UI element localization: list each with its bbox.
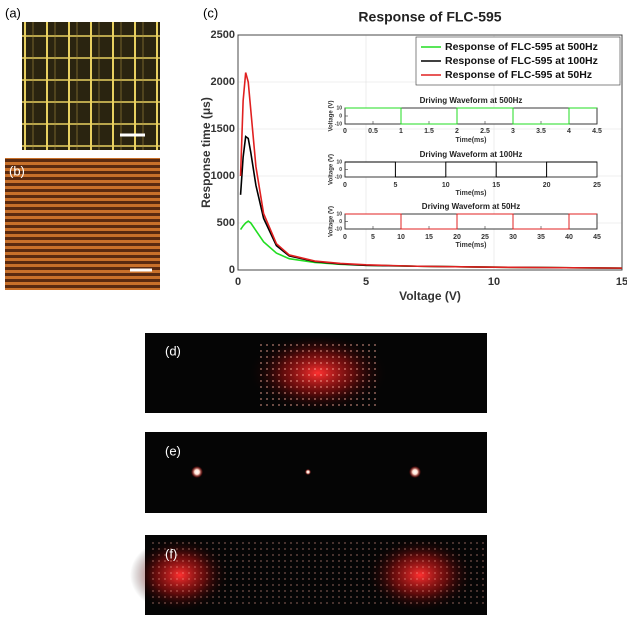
panel-label: (b) [9,163,25,178]
x-axis-label: Time(ms) [456,137,487,144]
legend-entry: Response of FLC-595 at 500Hz [445,41,598,53]
x-tick-label: 25 [481,234,489,241]
spot [305,469,311,475]
x-tick-label: 35 [537,234,545,241]
chart-title: Driving Waveform at 50Hz [422,202,520,211]
x-axis-label: Time(ms) [456,190,487,197]
plot-area [345,214,597,229]
x-tick-label: 1.5 [424,128,434,135]
x-tick-label: 3 [511,128,515,135]
y-tick-label: 10 [336,159,342,165]
y-tick-label: 0 [339,113,342,119]
figure: (a) (b) (c) (d) (e) (f) 0500100015002000… [0,0,627,618]
panel-label: (d) [165,343,181,358]
y-tick-label: 2500 [211,29,235,41]
panel-label: (c) [203,5,218,20]
y-tick-label: 0 [339,219,342,225]
spot [409,466,421,478]
y-tick-label: -10 [335,226,342,232]
x-tick-label: 30 [509,234,517,241]
y-tick-label: 0 [229,264,235,276]
legend-entry: Response of FLC-595 at 50Hz [445,69,592,81]
chart-title: Response of FLC-595 [358,9,501,25]
x-tick-label: 15 [492,182,500,189]
legend-entry: Response of FLC-595 at 100Hz [445,55,598,67]
x-tick-label: 0 [343,182,347,189]
y-tick-label: 10 [336,105,342,111]
x-tick-label: 20 [453,234,461,241]
x-tick-label: 10 [397,234,405,241]
y-tick-label: 1000 [211,170,235,182]
x-tick-label: 15 [425,234,433,241]
x-tick-label: 10 [488,276,500,288]
x-tick-label: 5 [363,276,369,288]
panel-label: (f) [165,546,177,561]
chart-title: Driving Waveform at 100Hz [420,150,523,159]
y-tick-label: 2000 [211,76,235,88]
x-tick-label: 2.5 [480,128,490,135]
x-axis-label: Time(ms) [456,242,487,249]
image-a [22,22,160,150]
y-tick-label: 0 [339,167,342,173]
panel-label: (a) [5,5,21,20]
x-tick-label: 5 [393,182,397,189]
plot-area [345,162,597,177]
x-tick-label: 10 [442,182,450,189]
x-axis-label: Voltage (V) [399,289,461,303]
x-tick-label: 15 [616,276,627,288]
x-tick-label: 5 [371,234,375,241]
x-tick-label: 45 [593,234,601,241]
y-tick-label: -10 [335,121,342,127]
x-tick-label: 1 [399,128,403,135]
x-tick-label: 0.5 [368,128,378,135]
plot-area [345,108,597,124]
x-tick-label: 40 [565,234,573,241]
diffraction-dots [148,542,484,608]
x-tick-label: 25 [593,182,601,189]
y-tick-label: 10 [336,211,342,217]
y-tick-label: 500 [217,217,235,229]
x-tick-label: 0 [343,234,347,241]
x-tick-label: 0 [235,276,241,288]
x-tick-label: 4.5 [592,128,602,135]
spot [191,466,203,478]
panel-label: (e) [165,443,181,458]
y-tick-label: 1500 [211,123,235,135]
x-tick-label: 0 [343,128,347,135]
x-tick-label: 4 [567,128,571,135]
chart-title: Driving Waveform at 500Hz [420,96,523,105]
y-axis-label: Voltage (V) [329,154,335,185]
y-axis-label: Response time (μs) [199,97,213,208]
x-tick-label: 3.5 [536,128,546,135]
x-tick-label: 20 [543,182,551,189]
y-tick-label: -10 [335,174,342,180]
y-axis-label: Voltage (V) [329,206,335,237]
diffraction-dots [260,340,380,408]
y-axis-label: Voltage (V) [329,101,335,132]
x-tick-label: 2 [455,128,459,135]
